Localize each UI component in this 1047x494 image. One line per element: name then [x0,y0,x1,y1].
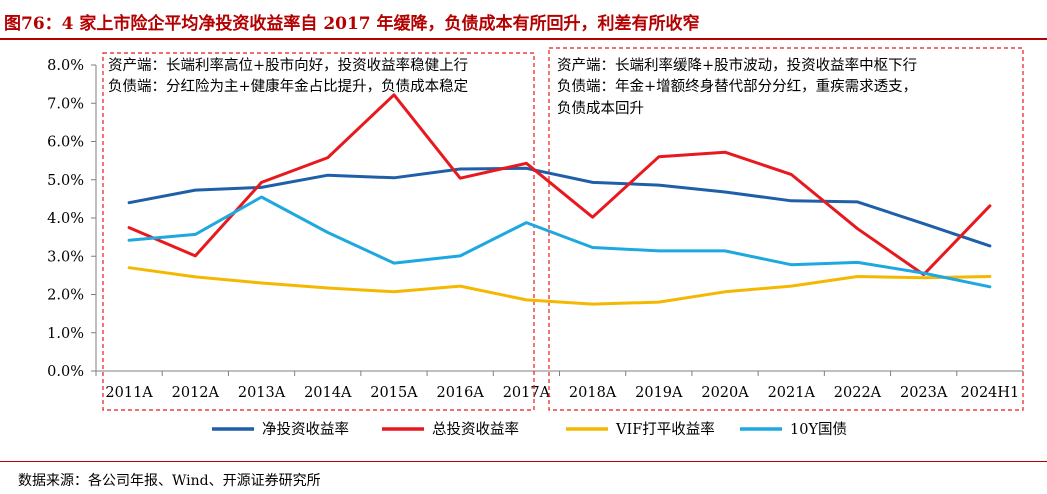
legend-label-3: VIF打平收益率 [615,421,715,438]
page-title: 图76：4 家上市险企平均净投资收益率自 2017 年缓降，负债成本有所回升，利… [4,14,700,34]
chart-axes: 0.0% 1.0% 2.0% 3.0% 4.0% 5.0% 6.0% 7.0% 8.0% 2011… [47,58,1024,401]
x-tick-label: 2018A [569,385,617,401]
footer-divider [0,461,1047,462]
x-tick-label: 2012A [172,385,220,401]
y-tick-label: 3.0% [47,249,84,265]
x-tick-label: 2021A [768,385,816,401]
x-tick-label: 2023A [900,385,948,401]
x-tick-label: 2015A [370,385,418,401]
annotation-left-line2: 负债端：分红险为主+健康年金占比提升，负债成本稳定 [108,78,468,95]
chart-legend: 净投资收益率 总投资收益率 VIF打平收益率 10Y国债 [212,421,847,438]
series-line-1 [127,166,992,248]
y-tick-label: 2.0% [47,288,84,304]
annotation-text: 资产端：长端利率高位+股市向好，投资收益率稳健上行 负债端：分红险为主+健康年金… [108,57,917,117]
series-line-4 [127,195,992,289]
legend-label-4: 10Y国债 [790,421,847,438]
annotation-right-line2: 负债端：年金+增额终身替代部分分红，重疾需求透支， [557,78,917,95]
x-tick-label: 2024H1 [961,385,1020,401]
annotation-box-right [548,47,1024,411]
data-source: 数据来源：各公司年报、Wind、开源证券研究所 [18,473,321,489]
annotation-box-left [102,52,535,411]
annotation-left-line1: 资产端：长端利率高位+股市向好，投资收益率稳健上行 [108,57,468,74]
series-line-2 [127,93,992,277]
x-tick-label: 2014A [304,385,352,401]
line-chart: 0.0% 1.0% 2.0% 3.0% 4.0% 5.0% 6.0% 7.0% 8.0% 2011… [47,47,1024,438]
annotation-right-line1: 资产端：长端利率缓降+股市波动，投资收益率中枢下行 [557,57,917,74]
title-bar: 图76：4 家上市险企平均净投资收益率自 2017 年缓降，负债成本有所回升，利… [0,0,1047,40]
y-tick-label: 4.0% [47,211,84,227]
series-line-3 [127,266,992,306]
chart-series [127,93,992,306]
x-tick-label: 2019A [635,385,683,401]
x-tick-label: 2011A [105,385,153,401]
x-tick-label: 2020A [701,385,749,401]
y-tick-label: 6.0% [47,135,84,151]
x-tick-label: 2016A [436,385,484,401]
legend-label-2: 总投资收益率 [432,421,519,438]
x-tick-label: 2013A [238,385,286,401]
annotation-boxes [102,47,1024,411]
legend-label-1: 净投资收益率 [262,421,349,438]
x-tick-label: 2022A [834,385,882,401]
y-tick-label: 7.0% [47,96,84,112]
y-tick-label: 1.0% [47,326,84,342]
annotation-right-line3: 负债成本回升 [557,100,644,117]
x-tick-label: 2017A [503,385,551,401]
y-tick-label: 8.0% [47,58,84,74]
y-tick-label: 5.0% [47,173,84,189]
y-tick-label: 0.0% [47,364,84,380]
